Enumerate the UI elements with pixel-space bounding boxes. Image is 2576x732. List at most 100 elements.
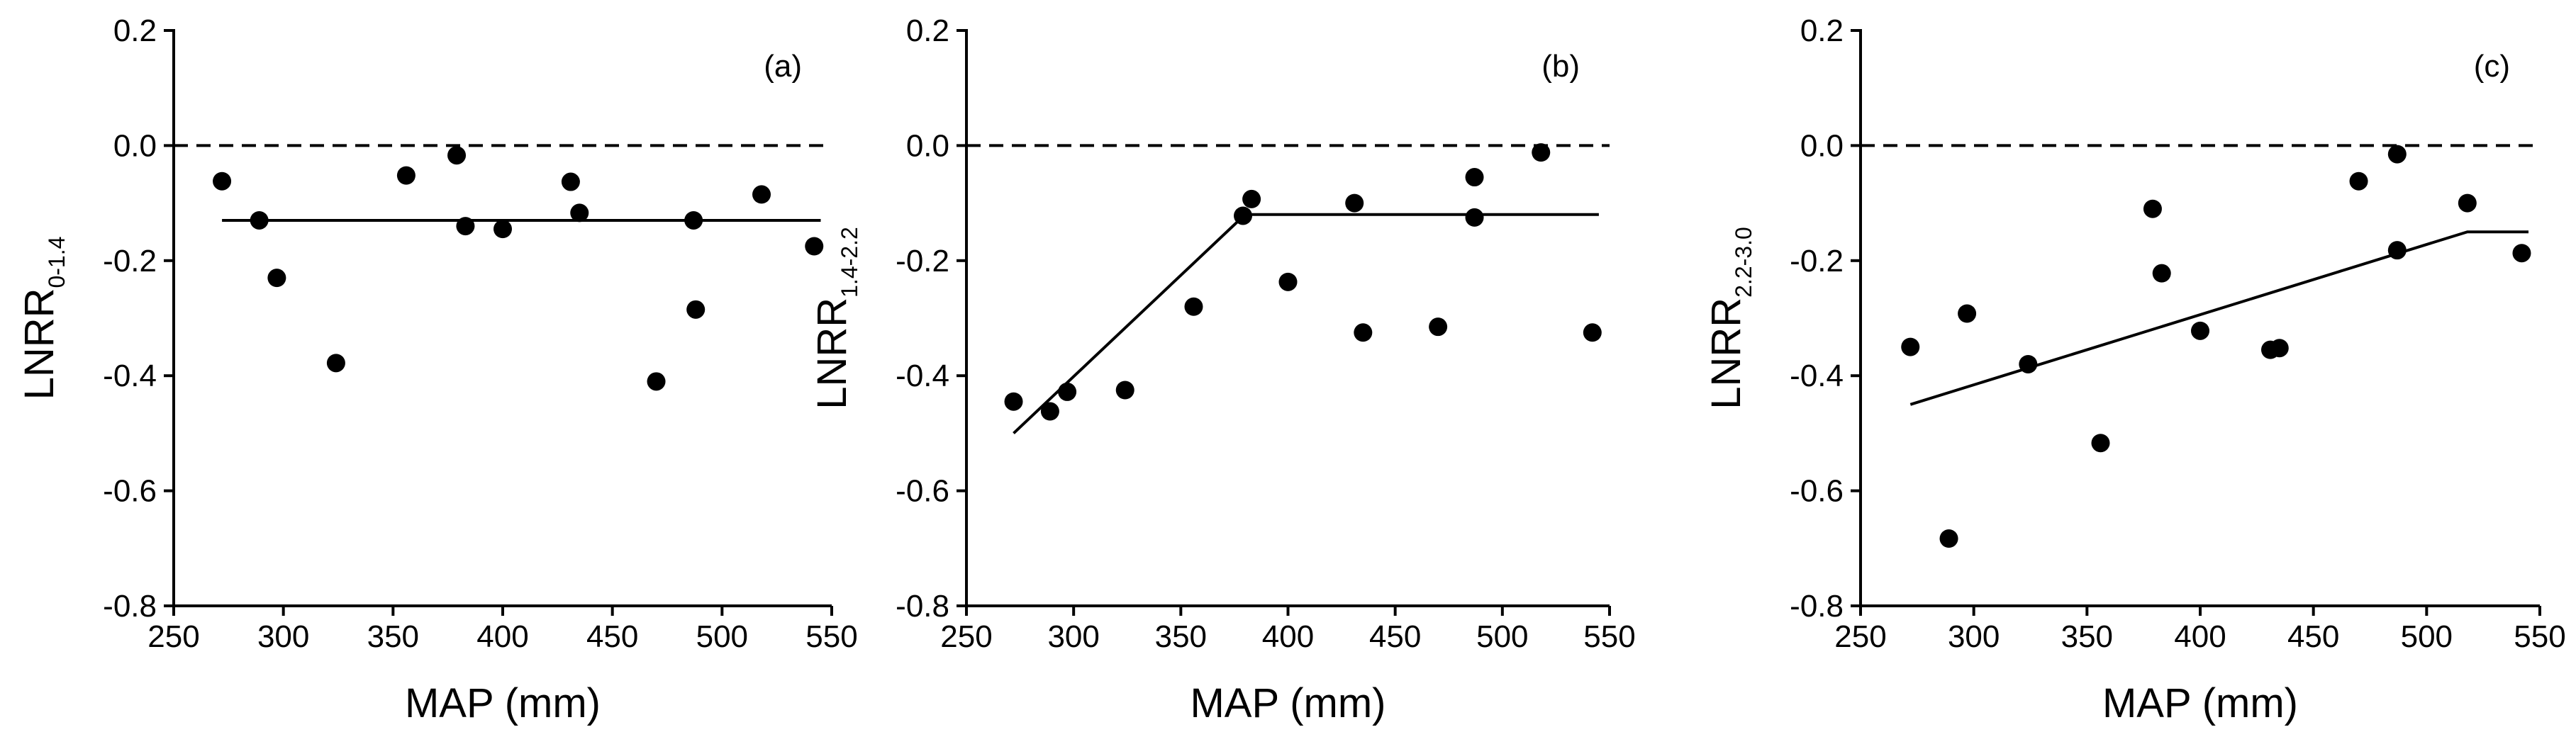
x-tick-label: 550 — [805, 619, 857, 654]
y-axis-title: LNRR2.2-3.0 — [1703, 227, 1756, 410]
data-point — [2019, 354, 2038, 373]
y-tick-label: -0.8 — [896, 589, 949, 624]
x-tick-label: 450 — [2287, 619, 2339, 654]
data-point — [326, 354, 345, 373]
y-tick-label: -0.8 — [1790, 589, 1844, 624]
y-tick-label: 0.0 — [1800, 128, 1844, 163]
data-point — [805, 237, 824, 256]
data-point — [647, 372, 666, 391]
data-point — [2091, 434, 2110, 453]
data-point — [2152, 264, 2171, 283]
data-point — [250, 210, 269, 230]
data-point — [684, 210, 703, 230]
x-tick-label: 300 — [1047, 619, 1099, 654]
data-point — [2458, 193, 2477, 213]
data-point — [1184, 297, 1203, 316]
x-tick-label: 250 — [940, 619, 992, 654]
data-point — [1465, 208, 1484, 227]
panel-label: (a) — [764, 49, 802, 84]
data-point — [1058, 382, 1077, 401]
data-point — [2387, 241, 2407, 260]
y-axis-title-main: LNRR — [16, 288, 62, 400]
data-point — [1278, 272, 1298, 291]
x-tick-label: 250 — [147, 619, 199, 654]
data-point — [1242, 189, 1261, 208]
y-tick-label: 0.2 — [1800, 13, 1844, 48]
data-point — [1901, 337, 1920, 356]
data-point — [1234, 206, 1253, 225]
fit-line — [1909, 230, 2528, 406]
data-point — [456, 217, 475, 236]
x-tick-label: 550 — [2514, 619, 2565, 654]
data-point — [494, 220, 512, 239]
panel-c: -0.8 -0.6 -0.4 -0.2 0.0 0.2 250 300 350 400 450 500… — [1703, 13, 2566, 726]
x-tick-label: 550 — [1583, 619, 1635, 654]
x-tick-label: 500 — [2401, 619, 2453, 654]
y-tick-label: -0.8 — [103, 589, 157, 624]
y-tick-label: -0.6 — [1790, 474, 1844, 509]
data-point — [1583, 323, 1602, 342]
data-point — [2512, 244, 2531, 263]
y-axis-title-main: LNRR — [1703, 298, 1749, 410]
data-point — [1115, 381, 1134, 400]
x-tick-label: 400 — [476, 619, 528, 654]
data-point — [267, 269, 286, 288]
data-point — [570, 203, 589, 223]
y-axis-title-subscript: 2.2-3.0 — [1731, 227, 1756, 298]
y-tick-label: -0.4 — [896, 359, 949, 393]
data-point — [2191, 321, 2209, 340]
data-point — [447, 146, 467, 165]
x-tick-label: 350 — [367, 619, 419, 654]
y-axis-title-subscript: 0-1.4 — [44, 237, 69, 288]
y-tick-label: 0.0 — [906, 128, 949, 163]
x-tick-label: 500 — [1476, 619, 1528, 654]
panel-b: -0.8 -0.6 -0.4 -0.2 0.0 0.2 250 300 350 400 450 500… — [809, 13, 1636, 726]
data-point — [1004, 392, 1023, 411]
y-tick-label: -0.2 — [1790, 244, 1844, 278]
x-tick-label: 350 — [1155, 619, 1207, 654]
x-tick-label: 400 — [1262, 619, 1314, 654]
x-axis-title: MAP (mm) — [2102, 680, 2298, 726]
data-point — [1532, 143, 1551, 162]
y-tick-label: -0.2 — [896, 244, 949, 278]
x-tick-label: 300 — [257, 619, 309, 654]
x-tick-label: 400 — [2174, 619, 2226, 654]
data-point — [1345, 193, 1364, 213]
data-point — [752, 185, 771, 204]
y-axis-title: LNRR0-1.4 — [16, 237, 69, 400]
x-tick-label: 450 — [586, 619, 638, 654]
y-tick-label: 0.2 — [113, 13, 157, 48]
panel-a: -0.8 -0.6 -0.4 -0.2 0.0 0.2 250 300 350 400 450 500… — [16, 13, 858, 726]
data-point — [2270, 339, 2289, 358]
x-tick-label: 300 — [1948, 619, 2000, 654]
y-axis-title: LNRR1.4-2.2 — [809, 227, 862, 410]
data-point — [2387, 145, 2407, 164]
y-tick-label: -0.4 — [103, 359, 157, 393]
data-point — [1354, 323, 1373, 342]
y-axis-title-main: LNRR — [809, 298, 855, 410]
y-tick-label: -0.6 — [896, 474, 949, 509]
panel-label: (b) — [1541, 49, 1580, 84]
data-point — [2349, 171, 2368, 191]
x-tick-label: 450 — [1369, 619, 1421, 654]
data-point — [2143, 199, 2162, 218]
data-point — [686, 300, 706, 319]
fit-line — [1013, 213, 1599, 434]
y-tick-label: -0.2 — [103, 244, 157, 278]
x-tick-label: 250 — [1834, 619, 1886, 654]
y-tick-label: 0.0 — [113, 128, 157, 163]
x-tick-label: 500 — [696, 619, 748, 654]
data-point — [1958, 304, 1977, 323]
data-point — [1040, 402, 1059, 421]
data-point — [1429, 317, 1448, 337]
y-tick-label: -0.6 — [103, 474, 157, 509]
y-tick-label: -0.4 — [1790, 359, 1844, 393]
data-point — [1465, 168, 1484, 187]
y-tick-label: 0.2 — [906, 13, 949, 48]
data-point — [561, 172, 580, 191]
x-axis-title: MAP (mm) — [1190, 680, 1385, 726]
panel-label: (c) — [2474, 49, 2510, 84]
y-axis-title-subscript: 1.4-2.2 — [837, 227, 862, 298]
data-point — [396, 166, 416, 185]
